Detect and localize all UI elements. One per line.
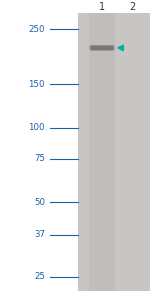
Text: 1: 1 — [99, 2, 105, 12]
Bar — [78, 13, 150, 291]
Text: 75: 75 — [34, 154, 45, 163]
Text: 100: 100 — [28, 123, 45, 132]
FancyBboxPatch shape — [90, 45, 114, 51]
Bar — [89, 46, 115, 50]
Text: 25: 25 — [34, 272, 45, 281]
Bar — [91, 46, 113, 50]
Text: 250: 250 — [28, 25, 45, 34]
Text: 37: 37 — [34, 230, 45, 239]
Text: 150: 150 — [28, 80, 45, 88]
Bar — [89, 13, 115, 291]
Text: 50: 50 — [34, 198, 45, 207]
Bar — [120, 13, 146, 291]
Text: 2: 2 — [130, 2, 136, 12]
